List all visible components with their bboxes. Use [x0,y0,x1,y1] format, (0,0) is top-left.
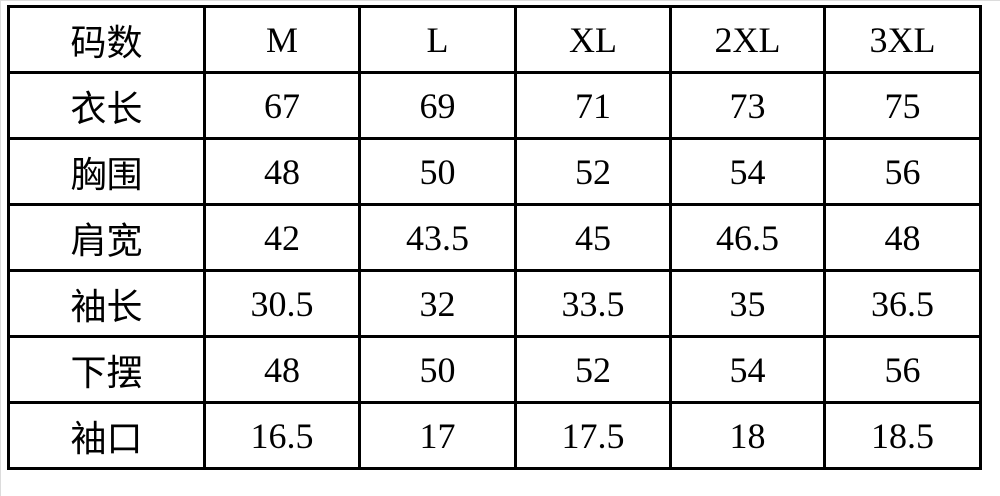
table-cell[interactable]: 42 [203,203,361,272]
header-cell[interactable]: 2XL [669,5,826,74]
table-cell[interactable]: 73 [669,71,826,140]
table-cell[interactable]: 17.5 [514,401,672,470]
table-row: 袖长 30.5 32 33.5 35 36.5 [7,269,982,338]
table-cell[interactable]: 30.5 [203,269,361,338]
table-cell[interactable]: 33.5 [514,269,672,338]
table-row: 袖口 16.5 17 17.5 18 18.5 [7,401,982,470]
table-cell[interactable]: 16.5 [203,401,361,470]
table-cell[interactable]: 46.5 [669,203,826,272]
table-cell[interactable]: 52 [514,335,672,404]
table-cell[interactable]: 50 [358,335,517,404]
row-label-cell[interactable]: 袖长 [7,269,206,338]
table-cell[interactable]: 18 [669,401,826,470]
table-cell[interactable]: 50 [358,137,517,206]
header-row: 码数 M L XL 2XL 3XL [7,5,982,74]
table-cell[interactable]: 48 [203,137,361,206]
size-chart-table: 码数 M L XL 2XL 3XL 衣长 67 69 71 73 75 胸围 48 50 52 54 56 肩宽 42… [7,5,982,470]
table-cell[interactable]: 54 [669,335,826,404]
table-cell[interactable]: 32 [358,269,517,338]
table-cell[interactable]: 18.5 [823,401,982,470]
row-label-cell[interactable]: 胸围 [7,137,206,206]
row-label-cell[interactable]: 袖口 [7,401,206,470]
table-cell[interactable]: 69 [358,71,517,140]
header-cell[interactable]: M [203,5,361,74]
table-cell[interactable]: 67 [203,71,361,140]
row-label-cell[interactable]: 下摆 [7,335,206,404]
table-cell[interactable]: 54 [669,137,826,206]
header-cell[interactable]: 码数 [7,5,206,74]
table-cell[interactable]: 56 [823,137,982,206]
table-cell[interactable]: 56 [823,335,982,404]
header-cell[interactable]: 3XL [823,5,982,74]
table-row: 肩宽 42 43.5 45 46.5 48 [7,203,982,272]
table-cell[interactable]: 36.5 [823,269,982,338]
row-label-cell[interactable]: 衣长 [7,71,206,140]
row-label-cell[interactable]: 肩宽 [7,203,206,272]
table-cell[interactable]: 43.5 [358,203,517,272]
table-cell[interactable]: 71 [514,71,672,140]
table-row: 胸围 48 50 52 54 56 [7,137,982,206]
header-cell[interactable]: XL [514,5,672,74]
table-cell[interactable]: 17 [358,401,517,470]
table-cell[interactable]: 45 [514,203,672,272]
header-cell[interactable]: L [358,5,517,74]
table-cell[interactable]: 48 [203,335,361,404]
table-row: 下摆 48 50 52 54 56 [7,335,982,404]
table-cell[interactable]: 35 [669,269,826,338]
table-cell[interactable]: 48 [823,203,982,272]
table-cell[interactable]: 52 [514,137,672,206]
table-cell[interactable]: 75 [823,71,982,140]
table-row: 衣长 67 69 71 73 75 [7,71,982,140]
